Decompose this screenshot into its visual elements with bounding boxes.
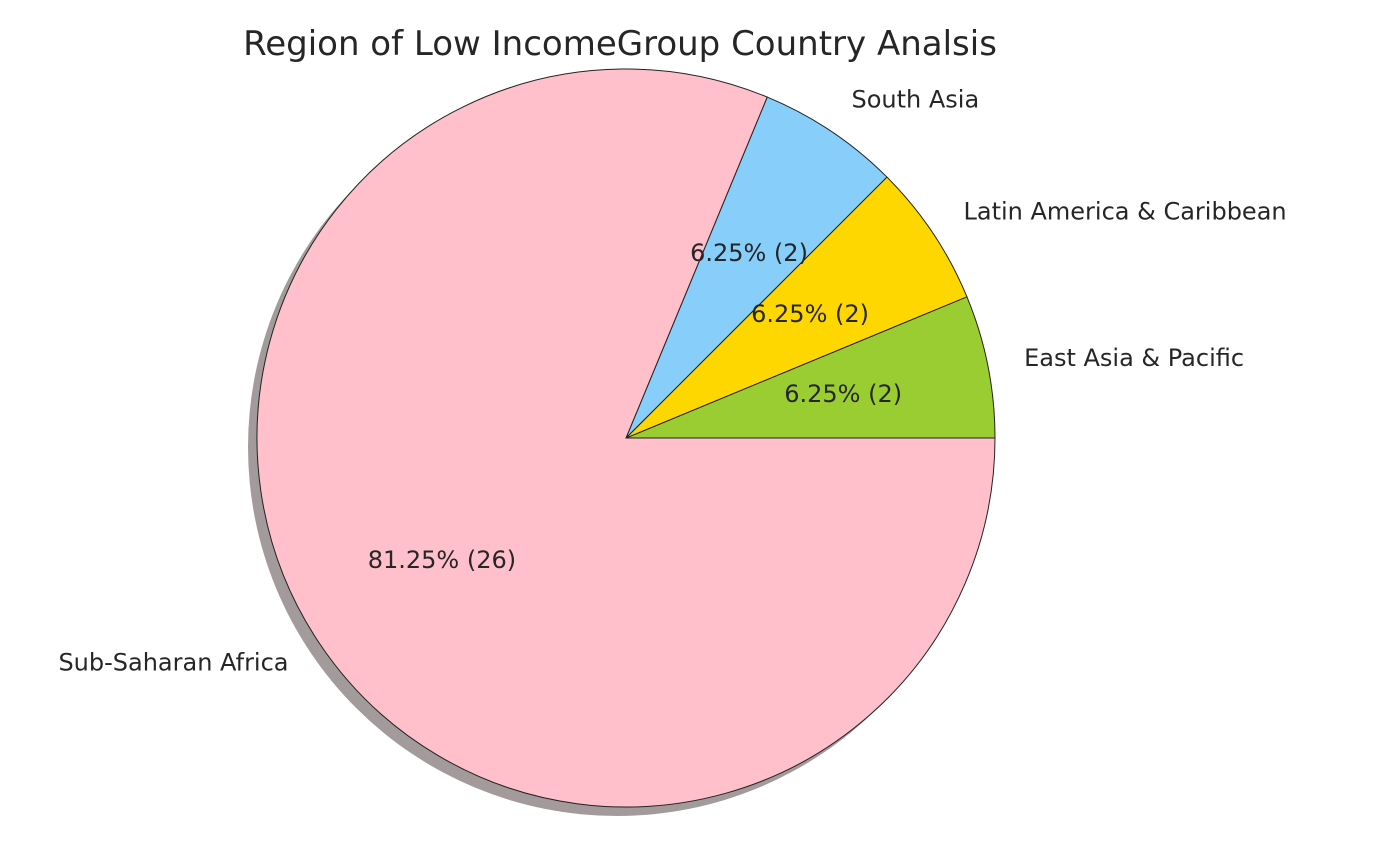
category-label-sub-saharan-africa: Sub-Saharan Africa (58, 649, 288, 677)
category-label-south-asia: South Asia (852, 86, 980, 114)
pct-label-south-asia: 6.25% (2) (690, 239, 808, 267)
category-label-east-asia-and-pacific: East Asia & Pacific (1024, 344, 1244, 372)
pie-category-labels: East Asia & Pacific Latin America & Carib… (58, 86, 1286, 677)
pie-slice-east-asia-and-pacific (625, 296, 996, 439)
pie-slice-latin-america-and-caribbean (625, 176, 968, 439)
category-label-latin-america-and-caribbean: Latin America & Caribbean (963, 197, 1286, 225)
chart-title: Region of Low IncomeGroup Country Analsi… (243, 24, 997, 64)
pct-label-sub-saharan-africa: 81.25% (26) (368, 546, 516, 574)
pie-slice-south-asia (625, 96, 888, 439)
pct-label-latin-america-and-caribbean: 6.25% (2) (751, 300, 869, 328)
pie-slice-sub-saharan-africa (256, 68, 996, 808)
pie-percent-labels: 6.25% (2) 6.25% (2) 6.25% (2) 81.25% (26) (368, 239, 902, 574)
pie-slices (256, 68, 996, 808)
pct-label-east-asia-and-pacific: 6.25% (2) (784, 380, 902, 408)
